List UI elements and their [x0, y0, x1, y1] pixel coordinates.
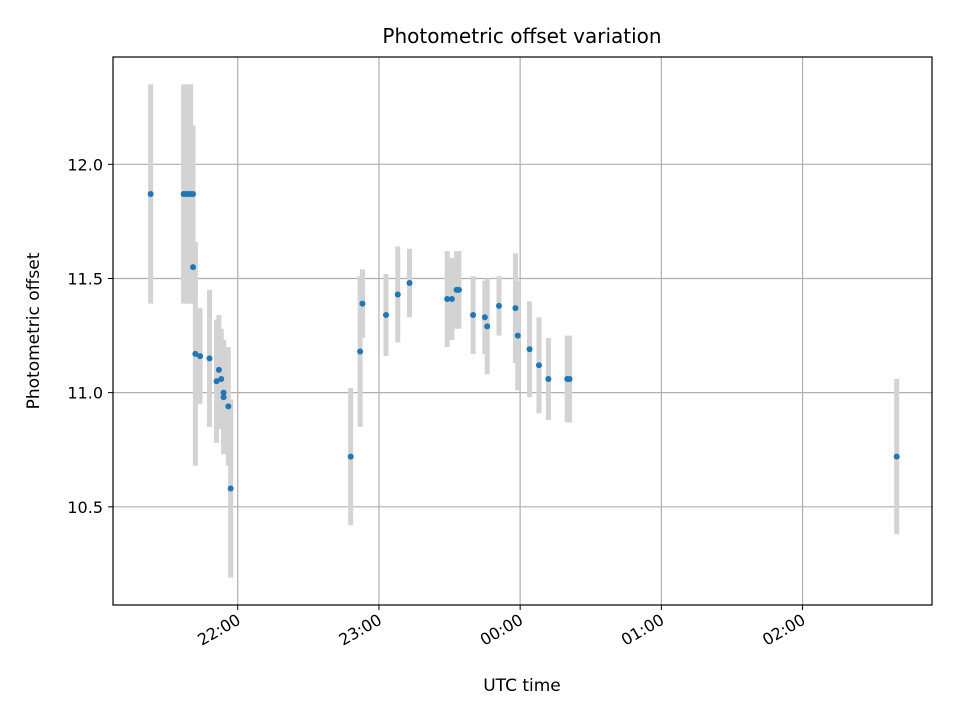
y-tick-label: 10.5: [67, 498, 103, 517]
data-point: [484, 323, 491, 330]
data-points: [147, 191, 900, 492]
chart-title: Photometric offset variation: [382, 24, 661, 48]
y-tick-label: 12.0: [67, 155, 103, 174]
y-axis-label: Photometric offset: [24, 252, 44, 409]
data-point: [197, 353, 204, 360]
data-point: [526, 346, 533, 353]
data-point: [545, 375, 552, 382]
data-point: [190, 191, 197, 197]
data-point: [359, 300, 366, 307]
data-point: [481, 314, 488, 321]
data-point: [514, 332, 521, 339]
data-point: [566, 375, 573, 382]
data-point: [218, 375, 225, 382]
data-point: [220, 394, 227, 401]
data-point: [357, 348, 364, 355]
data-point: [495, 302, 502, 309]
data-point: [512, 305, 519, 312]
x-axis-label: UTC time: [483, 676, 561, 696]
y-tick-label: 11.0: [67, 384, 103, 403]
data-point: [206, 355, 213, 362]
data-point: [347, 453, 354, 460]
data-point: [190, 264, 197, 271]
grid: [113, 57, 932, 605]
data-point: [470, 312, 477, 319]
data-point: [444, 296, 451, 303]
data-point: [394, 291, 401, 298]
data-point: [213, 378, 220, 385]
data-point: [227, 485, 234, 492]
data-point: [220, 389, 227, 396]
data-point: [406, 280, 413, 287]
data-point: [893, 453, 900, 460]
data-point: [192, 350, 199, 357]
plot-area-frame: [112, 56, 933, 606]
data-point: [455, 286, 462, 293]
data-point: [225, 403, 232, 410]
data-point: [383, 312, 389, 319]
data-point: [215, 366, 222, 373]
data-point: [448, 296, 455, 303]
y-tick-label: 11.5: [67, 269, 103, 288]
data-point: [535, 362, 542, 369]
data-point: [147, 191, 154, 197]
